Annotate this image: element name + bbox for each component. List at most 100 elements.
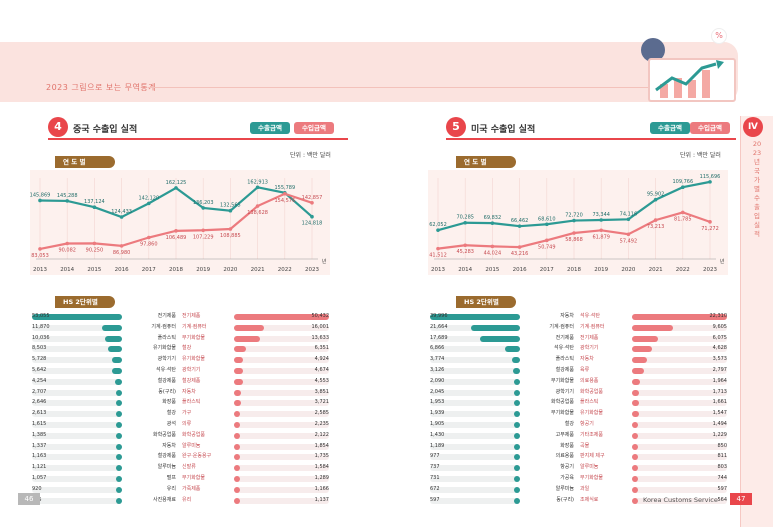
export-value: 1,163 [32,453,47,460]
export-value: 5,642 [32,367,47,373]
export-bar-track [32,357,122,364]
x-tick-label: 2022 [278,267,292,273]
export-bar [107,346,122,353]
data-label: 50,749 [538,244,556,250]
export-bar-track [32,443,122,450]
import-value: 1,547 [712,410,727,417]
export-bar [514,476,520,482]
import-bar [632,443,638,450]
data-label: 95,902 [647,192,665,198]
x-tick-label: 2019 [196,267,210,273]
export-bar [514,422,520,428]
export-bar-track [430,422,520,428]
export-value: 1,905 [430,421,445,427]
export-bar-track [430,486,520,493]
import-bar [632,432,638,439]
export-value: 6,866 [430,345,445,352]
data-label: 57,492 [620,238,638,244]
import-point [65,241,69,246]
export-item: 전기제품 [555,334,574,341]
import-item: 석유·석탄 [580,313,600,319]
export-bar [104,335,122,342]
data-label: 66,462 [511,218,528,224]
data-label: 58,868 [565,237,583,243]
section-4-rule [48,138,348,140]
export-item: 알루미늄 [555,485,574,492]
import-value: 3,721 [314,399,329,406]
export-item: 항공기 [560,464,574,471]
import-bar [632,389,640,396]
export-point [65,199,69,203]
export-bar-track [430,465,520,472]
import-value: 1,229 [712,431,727,438]
export-value: 920 [32,485,42,492]
import-point [490,244,495,249]
export-point [310,214,314,219]
import-bar [234,335,260,342]
import-item: 무기화합물 [182,334,206,341]
import-point [201,228,205,233]
export-point [681,185,685,190]
publisher-name: Korea Customs Service [643,496,718,504]
export-value: 2,090 [430,377,445,384]
data-label: 124,433 [111,209,132,215]
import-value: 1,964 [712,377,727,384]
import-bar-track [234,497,329,504]
export-item: 석유·석탄 [554,345,574,352]
export-item: 동(구리) [158,388,176,395]
export-item: 철강 [166,410,176,417]
export-bar-track [32,389,122,396]
export-value: 8,503 [32,345,47,352]
import-value: 811 [717,453,727,460]
export-value: 1,189 [430,442,445,449]
import-point [147,235,151,240]
export-bar-track [32,378,122,385]
x-tick-label: 2017 [142,267,156,273]
export-bar-track [32,454,122,461]
import-bar [234,324,265,331]
import-value: 4,924 [314,356,329,363]
import-value: 16,001 [311,323,330,330]
import-item: 전기제품 [182,313,201,319]
export-bar [116,389,122,396]
export-item: 사진용재료 [152,496,176,503]
export-point [626,217,631,222]
x-tick-label: 2019 [594,267,608,273]
import-item: 기계·컴퓨터 [182,323,207,330]
import-bar [632,476,638,482]
data-label: 106,489 [166,235,187,241]
data-label: 43,216 [511,251,528,257]
import-item: 곡물 [580,442,590,449]
x-axis-unit: 년 [322,258,327,265]
import-value: 1,584 [314,464,329,471]
export-value: 3,774 [430,356,445,363]
export-bar-track [32,422,122,428]
export-point [92,205,97,210]
section-5-unit: 단위 : 백만 달러 [680,152,721,159]
export-item: 플라스틱 [157,334,176,341]
section-5-legend-import: 수입금액 [690,122,730,134]
import-value: 1,494 [712,421,727,427]
x-tick-label: 2015 [87,267,101,273]
export-item: 펄프 [166,475,176,481]
import-point [92,241,97,246]
export-item: 기계·컴퓨터 [151,323,176,330]
import-item: 기계·컴퓨터 [580,323,605,330]
import-bar [632,465,638,472]
import-bar-track [632,346,727,353]
growth-chart-board-icon [648,58,736,102]
section-4-line-chart: 145,869 145,288 137,124 124,433 142,120 162,1… [30,170,330,275]
import-bar [632,497,638,504]
export-bar-track [430,357,520,364]
import-point [463,243,467,248]
data-label: 108,885 [220,233,241,239]
import-bar-track [234,432,329,439]
x-tick-label: 2021 [649,267,663,273]
chart-svg: 62,052 70,285 69,832 66,462 68,610 72,720 73,3… [429,174,725,273]
import-value: 2,122 [314,431,329,438]
x-axis-unit: 년 [720,258,725,265]
data-label: 136,203 [193,200,214,206]
data-label: 142,857 [302,195,323,201]
export-value: 4,254 [32,377,47,384]
